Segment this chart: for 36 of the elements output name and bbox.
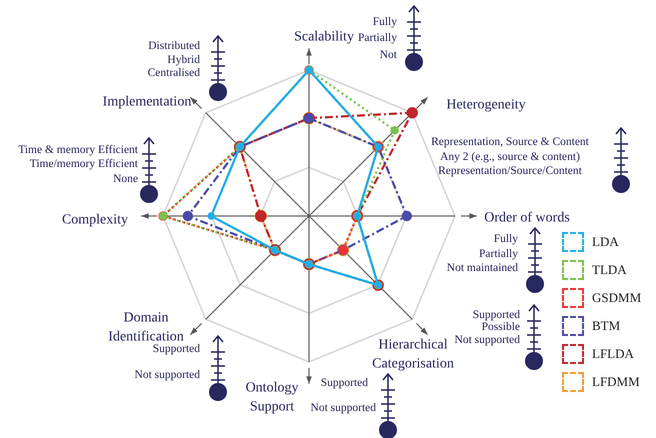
text: Not maintained	[446, 262, 518, 274]
legend-label: LFLDA	[592, 346, 634, 362]
text: Distributed	[148, 40, 200, 52]
text: Partially	[479, 248, 518, 260]
text: Supported	[320, 377, 368, 390]
spoke-label: Order of words	[484, 210, 570, 226]
legend-label: LDA	[592, 234, 619, 250]
text: Time/memory Efficient	[30, 158, 139, 170]
text: Supported	[472, 309, 520, 322]
text: Partially	[358, 32, 398, 44]
spoke-label: Implementation	[102, 94, 192, 110]
text: Possible	[482, 321, 520, 334]
text: None	[113, 173, 138, 186]
text: Representation/Source/Content	[438, 165, 583, 178]
text: Any 2 (e.g., source & content)	[440, 151, 580, 164]
text: Not	[380, 49, 398, 62]
spoke-label: Heterogeneity	[446, 98, 526, 113]
spoke-label: Domain Identification	[108, 310, 184, 345]
text: Not supported	[454, 334, 520, 346]
text: Representation, Source & Content	[431, 136, 590, 148]
text: Centralised	[148, 67, 200, 80]
spoke-label: Hierarchical Categorisation	[372, 338, 454, 372]
text: Fully	[372, 16, 398, 28]
text: Hybrid	[167, 54, 200, 66]
text: Supported	[152, 343, 200, 356]
legend-label: LFDMM	[592, 374, 640, 390]
text: Fully	[494, 233, 518, 246]
legend-label: GSDMM	[592, 290, 642, 306]
text: Time & memory Efficient	[18, 144, 139, 156]
spoke-label: Ontology Support	[246, 380, 298, 415]
legend-label: BTM	[592, 318, 620, 334]
text: Not supported	[134, 369, 200, 382]
spoke-label: Scalability	[294, 30, 354, 45]
text: Not supported	[310, 402, 376, 414]
spoke-label: Complexity	[62, 212, 128, 228]
legend-label: TLDA	[592, 262, 627, 278]
